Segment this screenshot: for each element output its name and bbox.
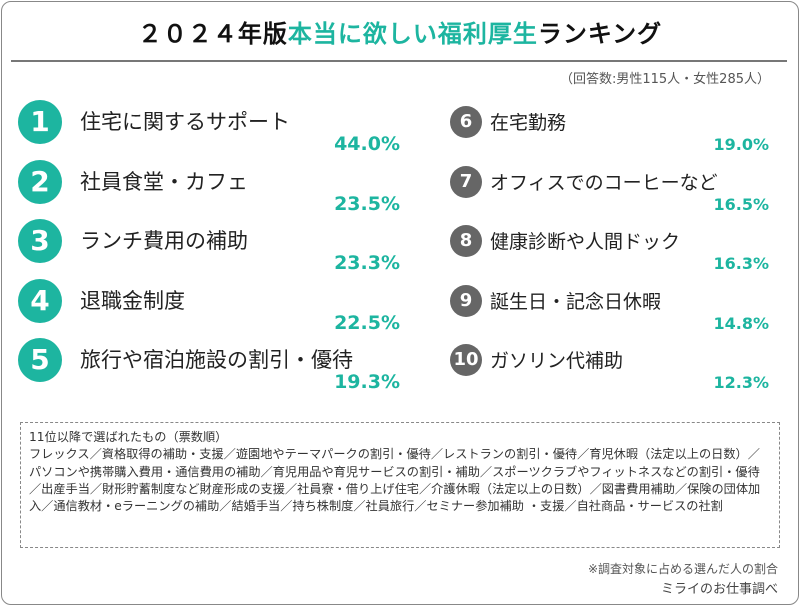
rank-badge: 7	[450, 165, 482, 198]
item-label: 退職金制度	[80, 288, 185, 313]
ranking-item: 4 退職金制度 22.5%	[18, 278, 408, 337]
item-label: 誕生日・記念日休暇	[490, 290, 662, 313]
item-percent: 23.5%	[334, 192, 400, 215]
item-percent: 44.0%	[334, 133, 400, 155]
ranking-item: 2 社員食堂・カフェ 23.5%	[18, 159, 408, 218]
ranking-item: 3 ランチ費用の補助 23.3%	[18, 219, 408, 277]
item-label: ガソリン代補助	[490, 350, 624, 372]
item-percent: 23.3%	[334, 252, 400, 274]
item-label: 旅行や宿泊施設の割引・優待	[80, 348, 353, 372]
rank-badge: 9	[450, 284, 482, 317]
page-title: ２０２４年版本当に欲しい福利厚生ランキング	[0, 14, 800, 49]
item-label: 住宅に関するサポート	[80, 110, 290, 134]
ranking-item: 1 住宅に関するサポート 44.0%	[18, 100, 408, 158]
rank-badge: 8	[450, 225, 482, 257]
item-percent: 16.5%	[713, 194, 769, 214]
ranking-item: 9 誕生日・記念日休暇 14.8%	[450, 281, 775, 339]
rank-badge: 10	[450, 344, 482, 376]
rank-badge: 5	[18, 338, 62, 382]
divider	[11, 60, 787, 62]
others-text: フレックス／資格取得の補助・支援／遊園地やテーマパークの割引・優待／レストランの…	[29, 447, 761, 514]
title-year: ２０２４年版	[137, 20, 288, 48]
rank-badge: 2	[18, 159, 62, 204]
rank-badge: 3	[18, 219, 62, 263]
item-label: 社員食堂・カフェ	[80, 169, 248, 194]
ranking-item: 6 在宅勤務 19.0%	[450, 102, 775, 160]
ranking-item: 8 健康診断や人間ドック 16.3%	[450, 221, 775, 279]
item-percent: 14.8%	[713, 313, 769, 333]
rank-badge: 1	[18, 100, 62, 144]
rank-badge: 4	[18, 278, 62, 323]
title-suffix: ランキング	[537, 20, 663, 48]
item-label: 在宅勤務	[490, 112, 567, 134]
respondents-note: （回答数:男性115人・女性285人）	[559, 72, 770, 87]
item-label: 健康診断や人間ドック	[490, 231, 681, 253]
item-percent: 19.0%	[713, 135, 769, 154]
item-percent: 12.3%	[713, 373, 769, 392]
item-label: ランチ費用の補助	[80, 229, 248, 253]
title-highlight: 本当に欲しい福利厚生	[287, 20, 538, 48]
others-heading: 11位以降で選ばれたもの（票数順）	[29, 430, 228, 444]
item-label: オフィスでのコーヒーなど	[490, 171, 718, 194]
others-box: 11位以降で選ばれたもの（票数順） フレックス／資格取得の補助・支援／遊園地やテ…	[20, 422, 780, 548]
ranking-item: 7 オフィスでのコーヒーなど 16.5%	[450, 162, 775, 220]
ranking-item: 5 旅行や宿泊施設の割引・優待 19.3%	[18, 338, 408, 396]
item-percent: 19.3%	[334, 371, 400, 393]
source: ミライのお仕事調べ	[660, 582, 778, 597]
item-percent: 22.5%	[334, 311, 400, 334]
item-percent: 16.3%	[713, 254, 769, 273]
rank-badge: 6	[450, 106, 482, 138]
footnote: ※調査対象に占める選んだ人の割合	[587, 562, 778, 576]
ranking-item: 10 ガソリン代補助 12.3%	[450, 340, 775, 398]
